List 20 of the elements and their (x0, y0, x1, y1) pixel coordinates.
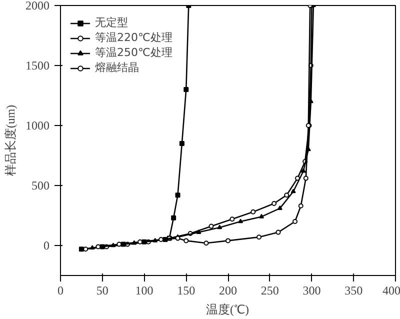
y-tick-label: 1500 (26, 58, 50, 72)
y-tick-label: 0 (44, 238, 50, 252)
x-tick-label: 400 (382, 284, 400, 298)
x-tick-label: 300 (302, 284, 321, 298)
legend-label: 无定型 (95, 15, 128, 30)
x-tick-label: 50 (96, 284, 108, 298)
legend-label: 熔融结晶 (95, 60, 139, 75)
x-tick-label: 250 (260, 284, 279, 298)
legend-label: 等温220℃处理 (95, 30, 172, 45)
y-axis-title: 样品长度(um) (4, 104, 18, 176)
x-tick-label: 350 (344, 284, 363, 298)
x-tick-label: 200 (219, 284, 237, 298)
x-tick-label: 150 (177, 284, 196, 298)
x-axis-title: 温度(℃) (206, 302, 250, 316)
x-tick-label: 0 (58, 284, 64, 298)
y-tick-label: 500 (32, 178, 50, 192)
x-tick-label: 100 (135, 284, 154, 298)
legend-label: 等温250℃处理 (95, 45, 172, 60)
y-tick-label: 1000 (26, 118, 50, 132)
y-tick-label: 2000 (26, 0, 50, 12)
